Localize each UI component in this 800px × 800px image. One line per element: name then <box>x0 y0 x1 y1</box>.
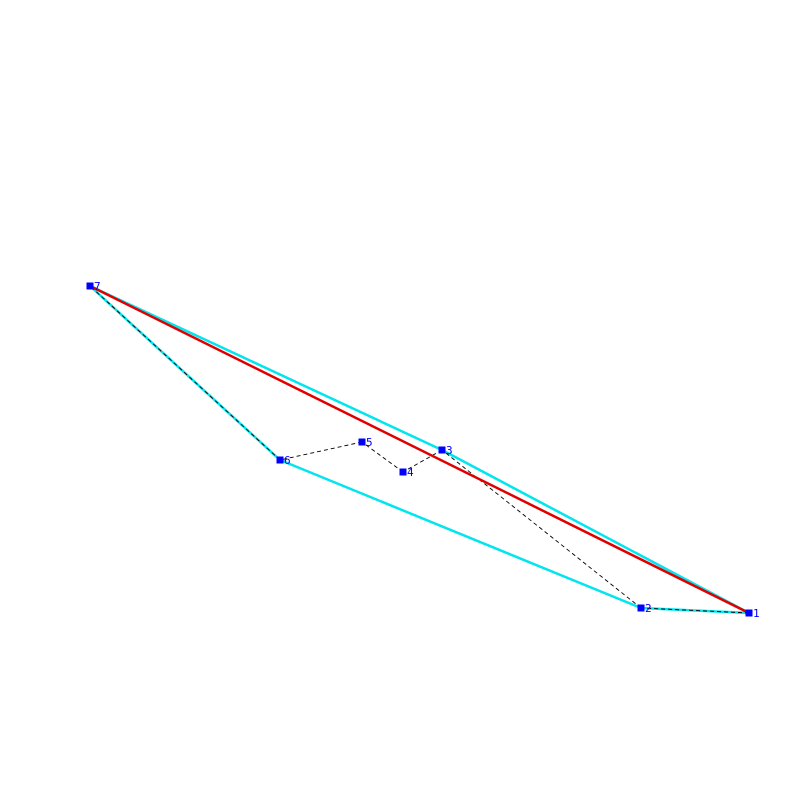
hull-edge-3-7 <box>88 284 444 452</box>
vertex-marker <box>358 438 366 446</box>
vertex-marker <box>276 456 284 464</box>
vertex-6: 6 <box>276 454 291 467</box>
vertex-marker <box>438 446 446 454</box>
vertex-label: 7 <box>94 280 101 293</box>
vertex-3: 3 <box>438 444 453 457</box>
hull-edge-2-1 <box>639 606 751 615</box>
vertex-label: 6 <box>284 454 291 467</box>
vertex-marker <box>637 604 645 612</box>
diagonal-layer <box>88 284 751 615</box>
vertex-label: 1 <box>753 607 760 620</box>
vertex-5: 5 <box>358 436 373 449</box>
vertex-label: 5 <box>366 436 373 449</box>
path-edge-6-7 <box>89 285 281 461</box>
vertex-marker <box>86 282 94 290</box>
vertex-label: 4 <box>407 466 414 479</box>
vertex-7: 7 <box>86 280 101 293</box>
path-edge-3-4 <box>402 449 443 473</box>
vertex-4: 4 <box>399 466 414 479</box>
vertex-2: 2 <box>637 602 652 615</box>
vertex-label: 2 <box>645 602 652 615</box>
path-edge-4-5 <box>361 441 404 473</box>
hull-edge-1-3 <box>440 448 751 615</box>
points-layer: 1 2 3 4 5 6 7 <box>86 280 760 620</box>
vertex-1: 1 <box>745 607 760 620</box>
vertex-label: 3 <box>446 444 453 457</box>
vertex-marker <box>399 468 407 476</box>
vertex-marker <box>745 609 753 617</box>
diagonal-edge-7-1 <box>88 284 751 615</box>
hull-edge-6-2 <box>278 458 643 610</box>
